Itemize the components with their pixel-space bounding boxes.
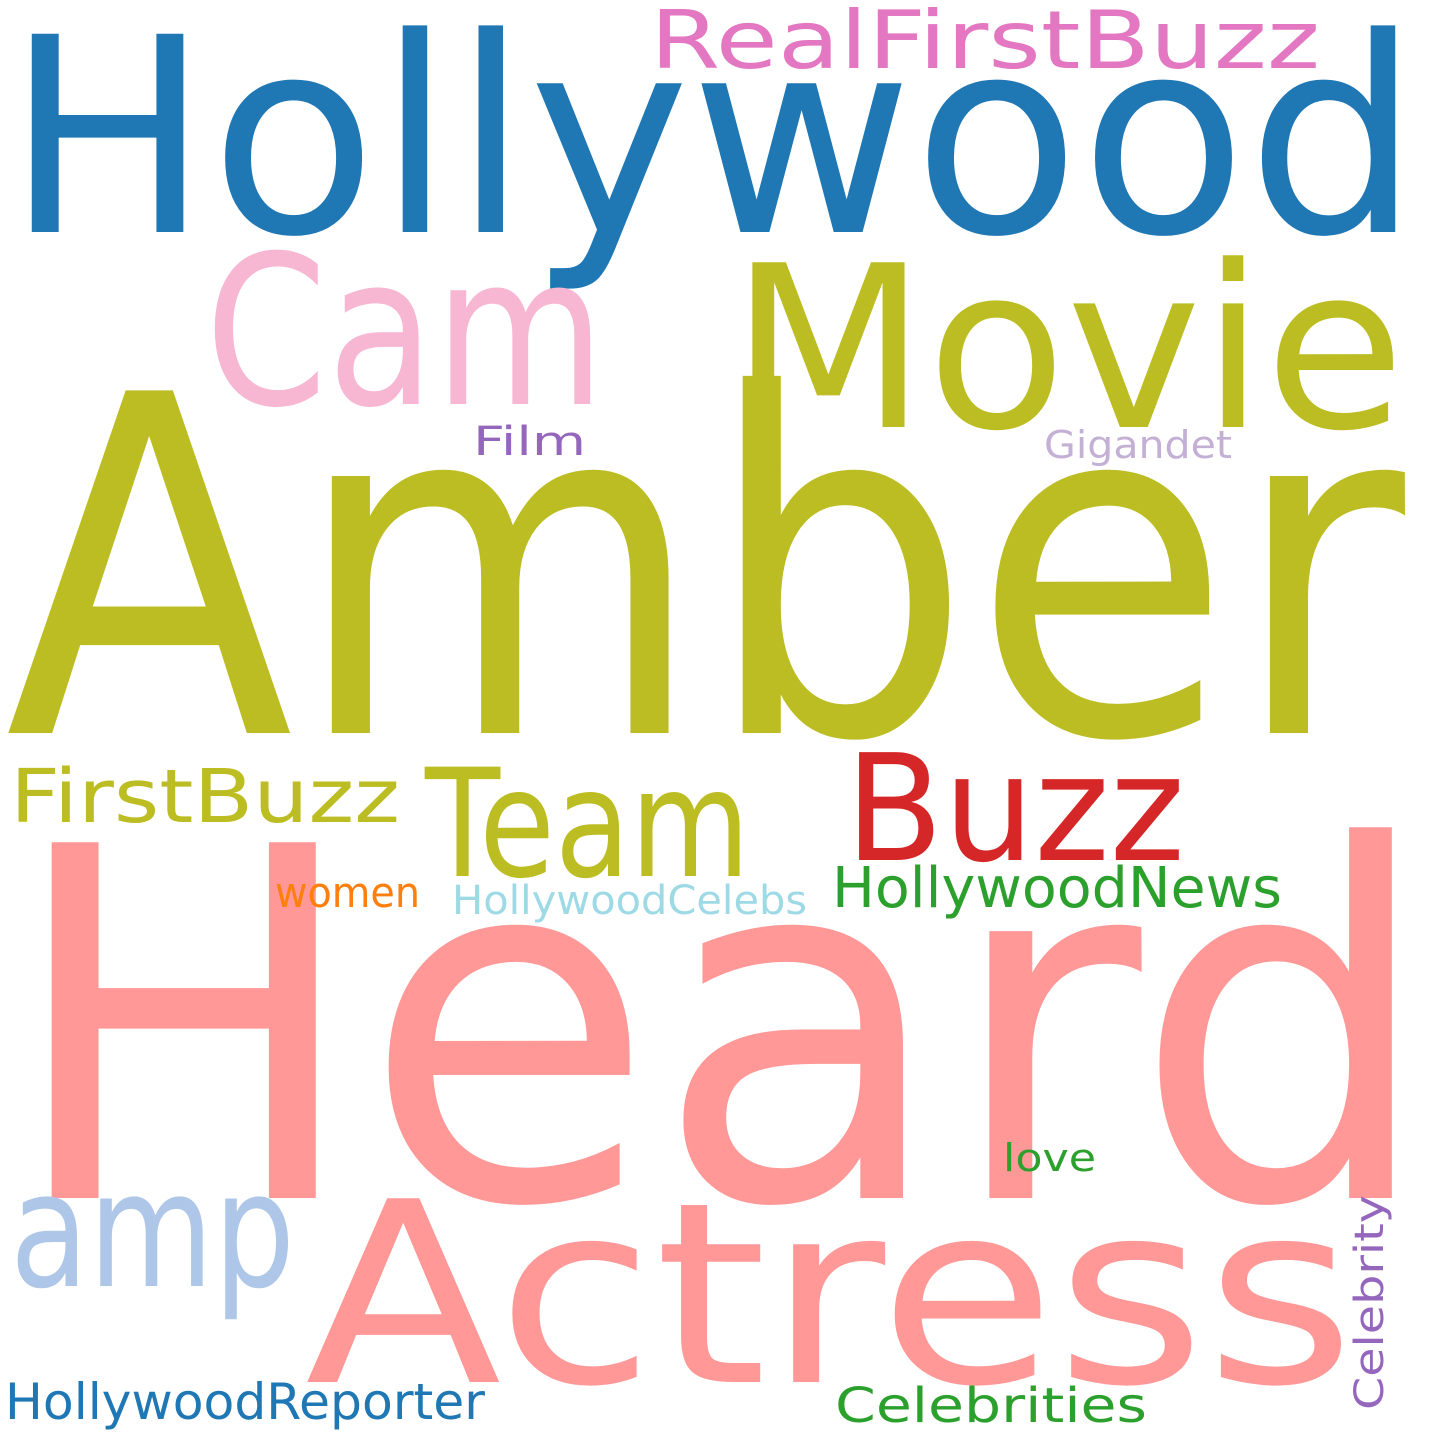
word-amber: Amber (5, 297, 1410, 844)
word-hollywoodcelebs: HollywoodCelebs (452, 878, 807, 924)
word-film: Film (473, 419, 586, 465)
word-gigandet: Gigandet (1044, 423, 1232, 467)
word-team: Team (424, 738, 750, 912)
word-buzz: Buzz (845, 723, 1185, 895)
word-hollywoodnews: HollywoodNews (832, 856, 1282, 921)
word-love: love (1003, 1136, 1096, 1180)
word-women: women (275, 868, 420, 917)
word-celebrity: Celebrity (1347, 1195, 1393, 1410)
word-amp: amp (10, 1137, 295, 1324)
word-movie: Movie (730, 218, 1405, 481)
word-cam: Cam (205, 212, 605, 454)
word-heard: Heard (5, 746, 1435, 1314)
word-actress: Actress (305, 1149, 1355, 1440)
word-hollywood: Hollywood (5, 0, 1420, 297)
word-celebrities: Celebrities (835, 1378, 1147, 1434)
word-firstbuzz: FirstBuzz (10, 754, 400, 840)
word-realfirstbuzz: RealFirstBuzz (650, 0, 1320, 87)
word-hollywoodreporter: HollywoodReporter (5, 1373, 485, 1431)
